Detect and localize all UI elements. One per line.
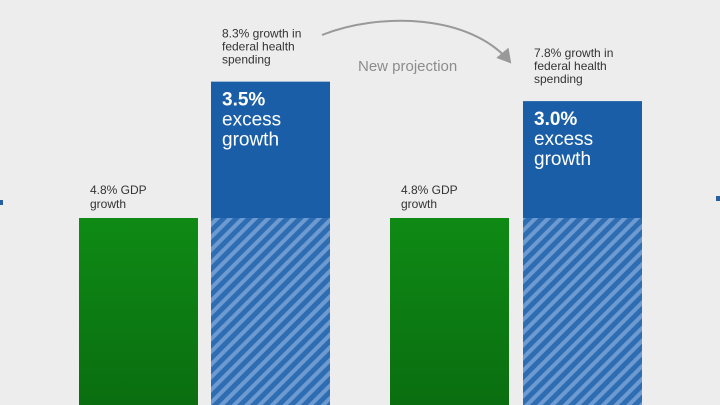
left-edge-tick (0, 200, 3, 205)
total-label-2: 7.8% growth in federal health spending (534, 46, 613, 86)
gdp-label-1: 4.8% GDP growth (90, 183, 147, 211)
projection-arrow (321, 19, 512, 64)
right-edge-tick (716, 196, 720, 201)
total-label-1: 8.3% growth in federal health spending (222, 27, 301, 67)
gdp-bar-1 (79, 218, 198, 405)
hatched-gdp-segment-1 (211, 218, 330, 405)
label-layer: 4.8% GDP growth 8.3% growth in federal heal… (90, 27, 613, 211)
excess-label-2: 3.0% excess growth (534, 109, 593, 170)
hatched-gdp-segment-2 (523, 218, 642, 405)
excess-label-1: 3.5% excess growth (222, 90, 281, 151)
gdp-label-2: 4.8% GDP growth (401, 183, 458, 211)
projection-label: New projection (358, 58, 457, 75)
bar-layer (79, 81, 642, 405)
gdp-bar-2 (390, 218, 509, 405)
excess-bar-2 (523, 101, 642, 218)
excess-bar-1 (211, 81, 330, 218)
